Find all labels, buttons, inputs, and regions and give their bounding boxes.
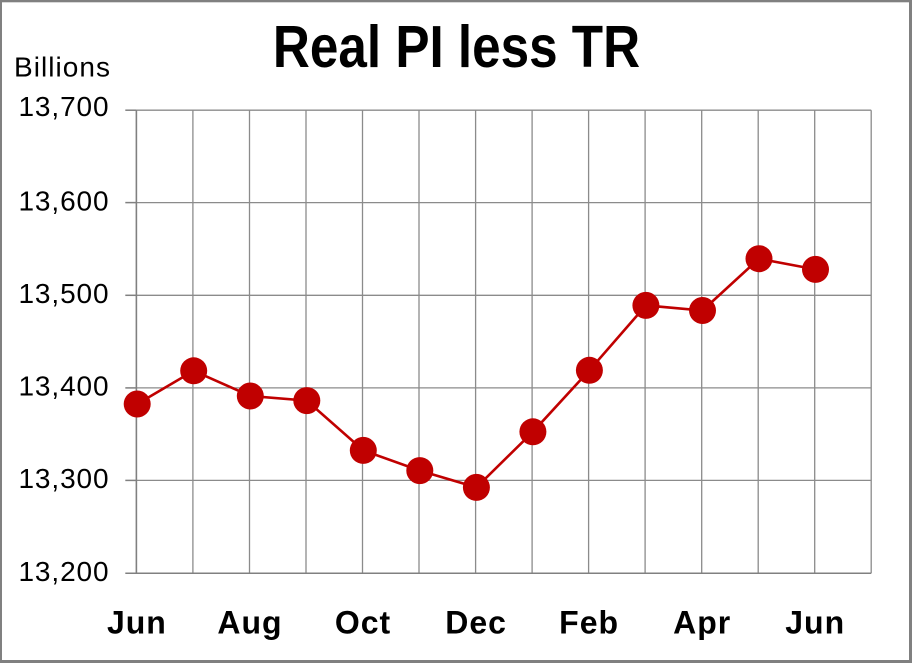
svg-text:Jun: Jun <box>785 604 845 640</box>
svg-text:Real PI less TR: Real PI less TR <box>273 13 640 79</box>
svg-text:Aug: Aug <box>217 604 282 640</box>
svg-text:13,700: 13,700 <box>18 91 109 122</box>
svg-text:Apr: Apr <box>673 604 731 640</box>
svg-text:Feb: Feb <box>559 604 619 640</box>
svg-text:13,300: 13,300 <box>18 463 109 494</box>
svg-text:Billions: Billions <box>14 52 111 83</box>
svg-text:Dec: Dec <box>445 604 507 640</box>
svg-text:13,200: 13,200 <box>18 556 109 587</box>
svg-text:13,400: 13,400 <box>18 371 109 402</box>
svg-text:Jun: Jun <box>107 604 167 640</box>
svg-text:13,600: 13,600 <box>18 185 109 216</box>
svg-text:13,500: 13,500 <box>18 278 109 309</box>
svg-text:Oct: Oct <box>335 604 391 640</box>
